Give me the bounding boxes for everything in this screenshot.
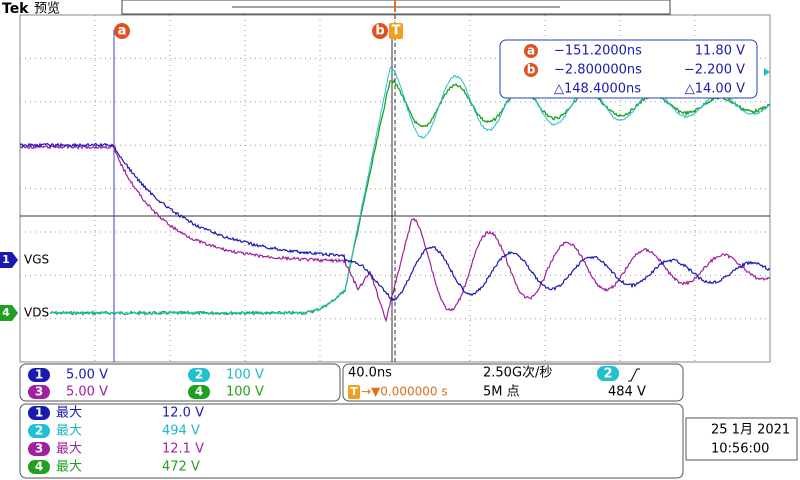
channel-number: 1 xyxy=(35,368,43,382)
ch1-trace xyxy=(19,142,771,302)
channel-scale: 100 V xyxy=(226,368,264,383)
channel-scale: 5.00 V xyxy=(66,385,108,400)
channel-number: 2 xyxy=(195,368,203,382)
trigger-source: 2 xyxy=(603,367,612,382)
measurement-type: 最大 xyxy=(56,406,82,421)
measurement-value: 472 V xyxy=(162,460,200,475)
measurement-type: 最大 xyxy=(56,442,82,457)
channel-number: 3 xyxy=(35,442,43,456)
cursor-a-badge xyxy=(114,23,130,39)
ch3-trace xyxy=(19,144,771,323)
measurement-value: 494 V xyxy=(162,424,200,439)
readout-marker: b xyxy=(527,63,536,77)
channel-badge xyxy=(188,368,210,382)
cursor-b-label: b xyxy=(375,24,384,39)
channel-number: 4 xyxy=(195,385,203,399)
trigger-pos-icon-label: T xyxy=(350,385,358,398)
vertical-panel xyxy=(19,363,341,402)
measurement-type: 最大 xyxy=(56,424,82,439)
measurement-panel xyxy=(19,403,684,479)
horizontal-position: →▼0.000000 s xyxy=(361,385,448,399)
channel-badge xyxy=(28,368,50,382)
channel-number: 4 xyxy=(35,460,43,474)
vertical-settings: 1 5.00 V 2 100 V 3 5.00 V 4 100 V xyxy=(28,368,264,400)
channel-labels: 1 VGS 4 VDS xyxy=(0,252,49,321)
channel-scale: 5.00 V xyxy=(66,368,108,383)
readout-volt: 11.80 V xyxy=(695,44,745,59)
measurement-value: 12.0 V xyxy=(162,406,204,421)
channel-badge xyxy=(188,385,210,399)
brand: Tek xyxy=(2,1,29,17)
trigger-pos-icon xyxy=(348,385,360,399)
date: 25 1月 2021 xyxy=(711,423,790,438)
channel-name: VDS xyxy=(24,306,49,320)
channel-number: 4 xyxy=(2,306,10,319)
readout-box xyxy=(499,39,758,99)
trigger-label: T xyxy=(392,24,401,39)
channel-badge xyxy=(28,385,50,399)
channel-marker xyxy=(0,305,18,321)
channel-badge xyxy=(28,460,50,474)
channel-badge xyxy=(28,406,50,420)
measurement-type: 最大 xyxy=(56,460,82,475)
measurement-value: 12.1 V xyxy=(162,442,204,457)
datetime-panel xyxy=(685,417,798,461)
trigger-slope xyxy=(628,368,640,382)
channel-badge xyxy=(28,424,50,438)
trigger-level: 484 V xyxy=(608,385,646,400)
readout-time: △148.4000ns xyxy=(554,82,641,97)
channel-number: 1 xyxy=(2,253,10,266)
ch2-level-marker xyxy=(764,68,770,76)
channel-marker xyxy=(0,252,18,268)
readout: a −151.2000ns 11.80 V b −2.800000ns −2.200 V △… xyxy=(524,44,745,97)
trigger-badge xyxy=(389,23,403,39)
channel-number: 3 xyxy=(35,385,43,399)
channel-number: 2 xyxy=(35,424,43,438)
measurements: 1 最大 12.0 V 2 最大 494 V 3 最大 12.1 V 4 最大 472 V xyxy=(28,406,204,475)
time: 10:56:00 xyxy=(711,442,769,457)
readout-marker-badge xyxy=(524,63,538,77)
readout-volt: −2.200 V xyxy=(684,63,745,78)
sample-rate: 2.50G次/秒 xyxy=(483,365,552,381)
channel-name: VGS xyxy=(24,253,49,267)
readout-marker-badge xyxy=(524,44,538,58)
readout-time: −2.800000ns xyxy=(554,63,642,78)
mode: 预览 xyxy=(34,1,60,17)
readout-time: −151.2000ns xyxy=(554,44,642,59)
time-per-div: 40.0ns xyxy=(348,366,392,381)
readout-marker: a xyxy=(527,44,535,58)
channel-scale: 100 V xyxy=(226,385,264,400)
trigger-source-badge xyxy=(597,366,619,381)
cursor-a-label: a xyxy=(118,24,127,39)
channel-badge xyxy=(28,442,50,456)
cursor-b-badge xyxy=(372,23,388,39)
readout-volt: △14.00 V xyxy=(685,82,745,97)
record-length: 5M 点 xyxy=(483,385,520,400)
channel-number: 1 xyxy=(35,406,43,420)
